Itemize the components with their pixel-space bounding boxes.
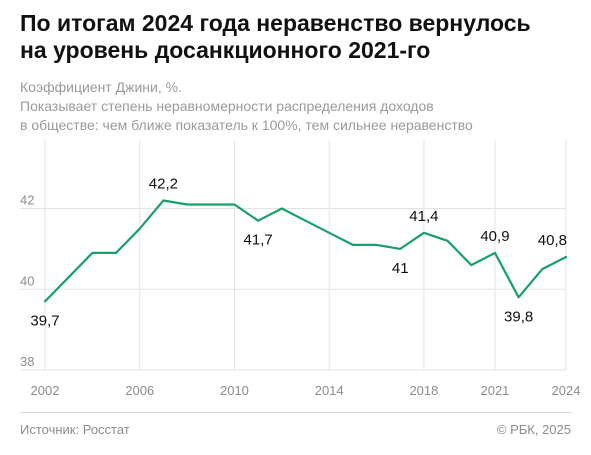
subtitle-line-3: в обществе: чем ближе показатель к 100%,… [20,117,473,133]
copyright-label: © РБК, 2025 [496,422,571,437]
source-label: Источник: Росстат [20,422,130,437]
data-label: 40,9 [480,228,509,245]
data-label: 41 [392,260,409,277]
series-line [43,199,568,303]
y-tick-label: 42 [20,193,34,208]
x-tick-label: 2002 [31,383,60,398]
footer-divider [20,412,572,413]
subtitle-line-1: Коэффициент Джини, %. [20,79,182,95]
subtitle-line-2: Показывает степень неравномерности распр… [20,98,434,114]
x-tick-label: 2021 [480,383,509,398]
y-tick-label: 40 [20,273,34,288]
chart-area: 38 40 42 2002 2006 2010 2014 2018 2021 2024 39,7 42… [0,140,591,410]
data-label: 40,8 [538,232,567,249]
chart-subtitle: Коэффициент Джини, %. Показывает степень… [20,78,580,135]
chart-title: По итогам 2024 года неравенство вернулос… [20,10,580,64]
x-tick-label: 2010 [220,383,249,398]
y-tick-label: 38 [20,354,34,369]
data-label: 42,2 [149,175,178,192]
data-label: 39,7 [30,312,59,329]
x-tick-label: 2018 [409,383,438,398]
chart-title-line-2: на уровень досанкционного 2021-го [20,37,431,63]
line-chart: 38 40 42 2002 2006 2010 2014 2018 2021 2024 39,7 42… [20,140,581,398]
data-label: 41,7 [244,232,273,249]
x-tick-label: 2006 [125,383,154,398]
data-label: 41,4 [409,208,438,225]
data-label: 39,8 [504,308,533,325]
x-tick-label: 2024 [552,383,581,398]
x-tick-label: 2014 [315,383,344,398]
chart-title-line-1: По итогам 2024 года неравенство вернулос… [20,10,531,36]
